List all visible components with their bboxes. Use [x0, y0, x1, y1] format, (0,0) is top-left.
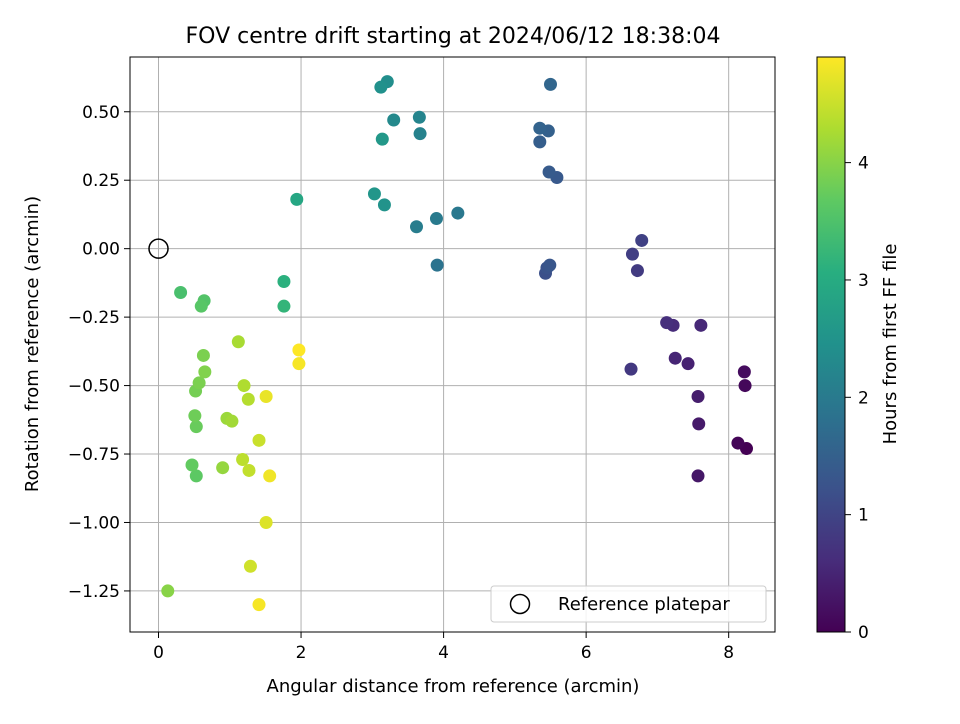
data-point [691, 390, 705, 404]
data-point [259, 390, 273, 404]
data-point [691, 469, 705, 483]
data-point [377, 198, 391, 212]
data-point [543, 258, 557, 272]
data-point [533, 135, 547, 149]
legend-box [490, 585, 767, 623]
data-point [737, 365, 751, 379]
data-point [692, 417, 706, 431]
colorbar-tick-label: 4 [858, 154, 869, 174]
x-tick-label: 6 [581, 643, 592, 663]
data-point [225, 414, 239, 428]
data-point [374, 80, 388, 94]
data-point [231, 335, 245, 349]
data-point [533, 121, 547, 135]
x-axis-label: Angular distance from reference (arcmin) [267, 676, 640, 697]
data-point [367, 187, 381, 201]
colorbar-tick-label: 2 [858, 388, 869, 408]
y-axis-label: Rotation from reference (arcmin) [22, 196, 43, 492]
legend: Reference platepar [490, 585, 767, 623]
data-point [252, 433, 266, 447]
data-point [681, 357, 695, 371]
data-point [731, 436, 745, 450]
y-tick-label: 0.00 [82, 240, 120, 260]
data-point [635, 233, 649, 247]
data-point [668, 351, 682, 365]
data-point [194, 299, 208, 313]
data-point [694, 318, 708, 332]
plot-frame [129, 56, 776, 633]
colorbar-gradient [816, 56, 846, 633]
data-point [625, 247, 639, 261]
colorbar-tick-label: 3 [858, 271, 869, 291]
data-point [236, 453, 250, 466]
x-tick-label: 4 [438, 643, 449, 663]
y-tick-label: 0.25 [82, 171, 120, 191]
legend-reference-marker [509, 593, 531, 615]
x-tick-label: 2 [296, 643, 307, 663]
data-point [277, 275, 291, 289]
data-point [375, 132, 389, 146]
data-point [263, 469, 277, 483]
data-point [387, 113, 401, 127]
reference-platepar-marker [148, 238, 169, 259]
data-point [259, 515, 273, 529]
data-point [412, 110, 426, 124]
reference-marker-layer [148, 238, 169, 259]
data-point [542, 165, 556, 179]
y-tick-label: −0.25 [68, 308, 120, 328]
colorbar-ticks: 0 1 2 3 4 [845, 154, 869, 643]
data-point [216, 461, 230, 475]
data-point [660, 316, 674, 330]
data-point [738, 379, 752, 393]
y-tick-label: −1.00 [68, 513, 120, 533]
data-point [430, 258, 444, 272]
data-point [624, 362, 638, 376]
data-point [630, 264, 644, 278]
data-point [290, 192, 304, 206]
data-point [277, 299, 291, 313]
data-point [161, 584, 175, 598]
data-point [192, 376, 206, 390]
x-axis-ticks: 0 2 4 6 8 [153, 632, 734, 663]
y-tick-label: −0.75 [68, 445, 120, 465]
data-point [252, 598, 266, 612]
data-point [243, 559, 257, 573]
x-tick-label: 0 [153, 643, 164, 663]
y-tick-label: 0.50 [82, 103, 120, 123]
data-point [189, 469, 203, 483]
y-tick-label: −0.50 [68, 377, 120, 397]
data-point [543, 77, 557, 91]
colorbar-label: Hours from first FF file [880, 244, 901, 445]
data-point [196, 348, 210, 362]
data-point [198, 365, 212, 379]
colorbar-tick-label: 0 [858, 623, 869, 643]
colorbar: 0 1 2 3 4 Hours from first FF file [816, 56, 901, 643]
data-point [410, 220, 424, 234]
colorbar-tick-label: 1 [858, 506, 869, 526]
data-point [451, 206, 465, 220]
data-point [241, 392, 255, 406]
y-tick-label: −1.25 [68, 582, 120, 602]
data-points [161, 75, 753, 612]
data-point [429, 212, 443, 226]
data-point [413, 127, 427, 141]
data-point [185, 458, 199, 472]
data-point [292, 343, 306, 357]
data-point [174, 285, 188, 299]
data-point [242, 463, 256, 477]
data-point [292, 357, 306, 371]
legend-entry-reference: Reference platepar [558, 594, 730, 615]
y-axis-ticks: 0.50 0.25 0.00 −0.25 −0.50 −0.75 −1.00 −1.25 [68, 103, 130, 602]
data-point [188, 409, 202, 423]
x-tick-label: 8 [723, 643, 734, 663]
chart-title: FOV centre drift starting at 2024/06/12 … [186, 24, 721, 49]
data-point [189, 420, 203, 434]
data-point [237, 379, 251, 393]
